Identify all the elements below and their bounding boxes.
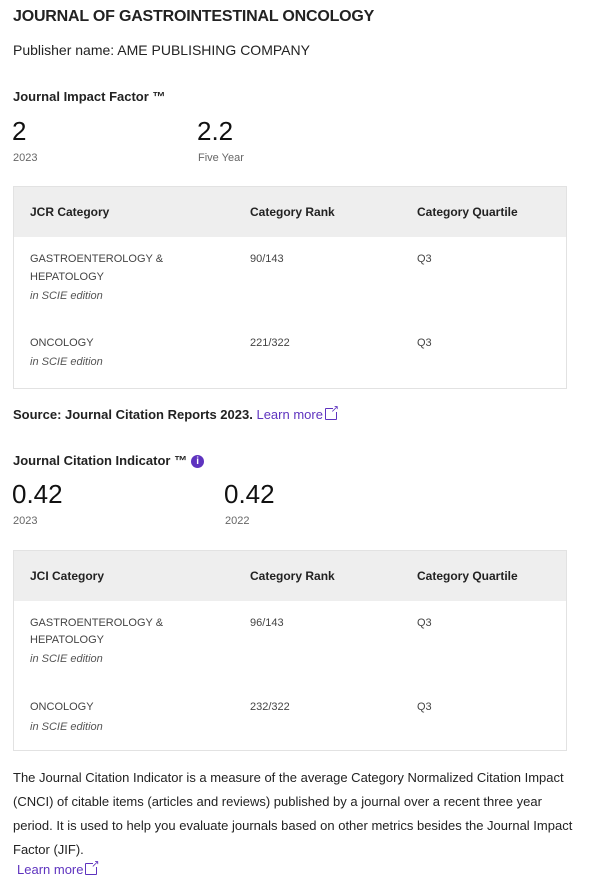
edition: in SCIE edition bbox=[30, 721, 103, 733]
table-row: ONCOLOGY in SCIE edition 232/322 Q3 bbox=[14, 685, 566, 751]
edition: in SCIE edition bbox=[30, 653, 103, 665]
jif-year-label: 2023 bbox=[13, 152, 38, 164]
category-rank: 96/143 bbox=[250, 617, 284, 629]
column-header: JCI Category bbox=[30, 569, 105, 583]
jcr-category-table: JCR Category Category Rank Category Quar… bbox=[13, 186, 567, 389]
category-rank: 232/322 bbox=[250, 701, 290, 713]
jif-five-year-label: Five Year bbox=[198, 152, 244, 164]
jci-value: 0.42 bbox=[12, 479, 63, 509]
learn-more-label: Learn more bbox=[17, 862, 84, 877]
jci-heading: Journal Citation Indicator ™ i bbox=[13, 453, 205, 468]
category-rank: 90/143 bbox=[250, 253, 284, 265]
jci-prev-year-label: 2022 bbox=[225, 515, 250, 527]
info-icon[interactable]: i bbox=[191, 455, 205, 468]
category-name: HEPATOLOGY bbox=[30, 271, 104, 283]
learn-more-label: Learn more bbox=[256, 407, 323, 422]
jif-five-year-value: 2.2 bbox=[197, 116, 234, 146]
category-quartile: Q3 bbox=[417, 337, 432, 349]
edition: in SCIE edition bbox=[30, 356, 103, 368]
table-header: JCR Category Category Rank Category Quar… bbox=[14, 187, 566, 237]
source-text: Source: Journal Citation Reports 2023. bbox=[13, 407, 253, 422]
category-name: GASTROENTEROLOGY & bbox=[30, 253, 164, 265]
jif-value: 2 bbox=[12, 116, 27, 146]
category-name: ONCOLOGY bbox=[30, 337, 94, 349]
column-header: Category Quartile bbox=[417, 569, 518, 583]
jci-description: The Journal Citation Indicator is a meas… bbox=[13, 770, 573, 857]
column-header: Category Rank bbox=[250, 569, 335, 583]
category-rank: 221/322 bbox=[250, 337, 290, 349]
jif-heading: Journal Impact Factor ™ bbox=[13, 89, 166, 104]
publisher-name: Publisher name: AME PUBLISHING COMPANY bbox=[13, 42, 310, 58]
jci-category-table: JCI Category Category Rank Category Quar… bbox=[13, 550, 567, 751]
external-link-icon: ↗ bbox=[85, 860, 100, 875]
jci-heading-text: Journal Citation Indicator ™ bbox=[13, 453, 188, 468]
learn-more-link[interactable]: Learn more ↗ bbox=[256, 405, 339, 422]
journal-title: JOURNAL OF GASTROINTESTINAL ONCOLOGY bbox=[13, 8, 375, 25]
column-header: Category Rank bbox=[250, 205, 335, 219]
category-quartile: Q3 bbox=[417, 701, 432, 713]
table-row: GASTROENTEROLOGY & HEPATOLOGY in SCIE ed… bbox=[14, 237, 566, 321]
column-header: Category Quartile bbox=[417, 205, 518, 219]
jci-learn-more-link[interactable]: Learn more ↗ bbox=[17, 860, 100, 877]
category-quartile: Q3 bbox=[417, 617, 432, 629]
external-link-icon: ↗ bbox=[324, 405, 339, 420]
jci-prev-value: 0.42 bbox=[224, 479, 275, 509]
table-header: JCI Category Category Rank Category Quar… bbox=[14, 551, 566, 601]
source-line: Source: Journal Citation Reports 2023. L… bbox=[13, 405, 339, 422]
table-row: ONCOLOGY in SCIE edition 221/322 Q3 bbox=[14, 321, 566, 387]
jci-year-label: 2023 bbox=[13, 515, 38, 527]
category-name: ONCOLOGY bbox=[30, 701, 94, 713]
category-name: HEPATOLOGY bbox=[30, 634, 104, 646]
category-name: GASTROENTEROLOGY & bbox=[30, 617, 164, 629]
category-quartile: Q3 bbox=[417, 253, 432, 265]
table-row: GASTROENTEROLOGY & HEPATOLOGY in SCIE ed… bbox=[14, 601, 566, 685]
column-header: JCR Category bbox=[30, 205, 110, 219]
edition: in SCIE edition bbox=[30, 290, 103, 302]
